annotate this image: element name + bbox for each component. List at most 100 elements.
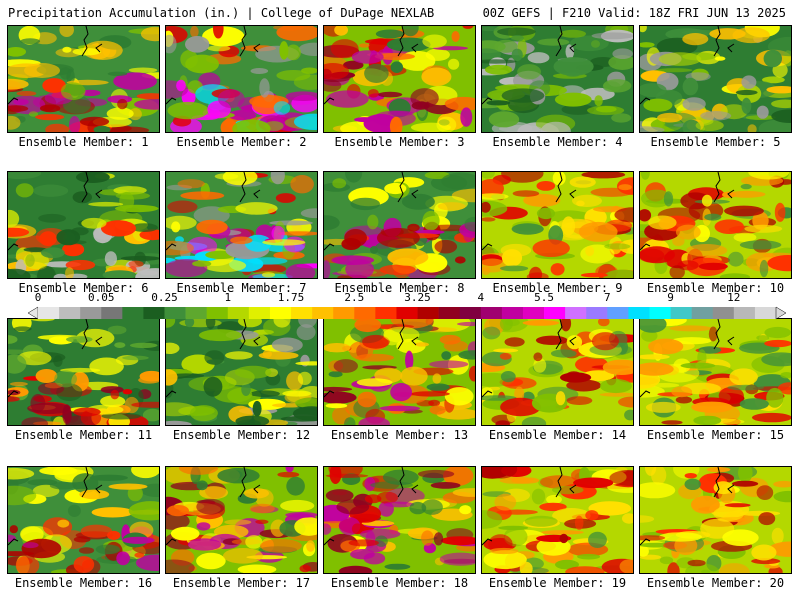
ensemble-member-map bbox=[639, 466, 792, 574]
ensemble-member-map bbox=[639, 25, 792, 133]
ensemble-member-map bbox=[639, 171, 792, 279]
colorbar-swatch bbox=[691, 307, 714, 319]
coastline bbox=[397, 319, 419, 350]
colorbar-swatch bbox=[312, 307, 334, 319]
colorbar-swatch bbox=[143, 307, 165, 319]
ensemble-member-label: Ensemble Member: 16 bbox=[14, 576, 153, 590]
colorbar-swatch bbox=[733, 307, 756, 319]
coastline bbox=[555, 26, 577, 57]
coastline bbox=[482, 538, 493, 546]
coastline bbox=[397, 467, 419, 498]
colorbar-swatch bbox=[164, 307, 186, 319]
precip-field bbox=[640, 26, 791, 132]
precip-field bbox=[8, 467, 159, 573]
precip-field bbox=[640, 467, 791, 573]
colorbar-swatch bbox=[522, 307, 545, 319]
ensemble-member-label: Ensemble Member: 3 bbox=[334, 135, 465, 149]
ensemble-member-map bbox=[7, 25, 160, 133]
colorbar-swatch bbox=[185, 307, 207, 319]
coastline bbox=[640, 97, 651, 105]
coastline bbox=[555, 467, 577, 498]
precip-field bbox=[482, 319, 633, 425]
colorbar-swatch bbox=[291, 307, 313, 319]
coastline bbox=[166, 390, 177, 398]
coastline bbox=[166, 538, 177, 546]
run-info: 00Z GEFS | F210 Valid: 18Z FRI JUN 13 20… bbox=[482, 6, 786, 20]
precip-field bbox=[166, 172, 317, 278]
coastline bbox=[482, 390, 493, 398]
colorbar-tick-label: 0 bbox=[34, 291, 42, 304]
colorbar-swatch bbox=[227, 307, 250, 319]
precip-field bbox=[482, 26, 633, 132]
precip-field bbox=[482, 467, 633, 573]
colorbar-swatch bbox=[354, 307, 376, 319]
ensemble-member-map bbox=[323, 171, 476, 279]
precip-field bbox=[324, 319, 475, 425]
ensemble-member-label: Ensemble Member: 9 bbox=[492, 281, 623, 295]
coastline bbox=[555, 172, 577, 203]
colorbar-swatches bbox=[27, 306, 787, 320]
coastline bbox=[397, 26, 419, 57]
colorbar-swatch bbox=[649, 307, 671, 319]
ensemble-member-map bbox=[323, 25, 476, 133]
coastline bbox=[640, 390, 651, 398]
colorbar-swatch bbox=[438, 307, 461, 319]
ensemble-member-label: Ensemble Member: 1 bbox=[18, 135, 149, 149]
ensemble-member-label: Ensemble Member: 17 bbox=[172, 576, 311, 590]
colorbar-swatch bbox=[670, 307, 692, 319]
ensemble-member-label: Ensemble Member: 10 bbox=[646, 281, 785, 295]
colorbar-tick-label: 4 bbox=[477, 291, 485, 304]
coastline bbox=[239, 26, 261, 57]
precip-field bbox=[8, 172, 159, 278]
ensemble-member-label: Ensemble Member: 6 bbox=[18, 281, 149, 295]
precip-field bbox=[324, 26, 475, 132]
precip-field bbox=[640, 319, 791, 425]
colorbar-swatch bbox=[375, 307, 397, 319]
colorbar-swatch bbox=[248, 307, 271, 319]
colorbar-tick-label: 7 bbox=[603, 291, 611, 304]
colorbar-tick-label: 3.25 bbox=[404, 291, 431, 304]
coastline bbox=[397, 172, 419, 203]
ensemble-member-label: Ensemble Member: 12 bbox=[172, 428, 311, 442]
colorbar-tick-label: 5.5 bbox=[534, 291, 555, 304]
colorbar-tick-label: 9 bbox=[667, 291, 674, 304]
coastline bbox=[640, 538, 651, 546]
colorbar-swatch bbox=[586, 307, 608, 319]
precip-field bbox=[324, 467, 475, 573]
precip-field bbox=[324, 172, 475, 278]
colorbar-tick-label: 0.05 bbox=[88, 291, 115, 304]
coastline bbox=[482, 97, 493, 105]
coastline bbox=[239, 467, 261, 498]
ensemble-member-map bbox=[7, 171, 160, 279]
precip-field bbox=[482, 172, 633, 278]
colorbar-ticks: 0 0.05 0.25 1 1.75 2.5 3.25 4 5.5 7 9 12 bbox=[28, 291, 786, 305]
colorbar-swatch bbox=[565, 307, 587, 319]
colorbar-tick-label: 0.25 bbox=[151, 291, 178, 304]
ensemble-member-map bbox=[7, 466, 160, 574]
precip-field bbox=[640, 172, 791, 278]
ensemble-member-label: Ensemble Member: 13 bbox=[330, 428, 469, 442]
ensemble-member-map bbox=[165, 466, 318, 574]
ensemble-member-label: Ensemble Member: 2 bbox=[176, 135, 307, 149]
colorbar-min-arrow bbox=[27, 306, 39, 320]
coastline bbox=[166, 97, 177, 105]
ensemble-member-label: Ensemble Member: 8 bbox=[334, 281, 465, 295]
colorbar-swatch bbox=[501, 307, 524, 319]
coastline bbox=[713, 467, 735, 498]
coastline bbox=[324, 538, 335, 546]
precip-field bbox=[8, 319, 159, 425]
ensemble-member-label: Ensemble Member: 4 bbox=[492, 135, 623, 149]
ensemble-member-label: Ensemble Member: 20 bbox=[646, 576, 785, 590]
coastline bbox=[482, 243, 493, 251]
colorbar-swatch bbox=[544, 307, 566, 319]
coastline bbox=[8, 538, 19, 546]
colorbar-tick-label: 2.5 bbox=[344, 291, 365, 304]
colorbar-swatch bbox=[396, 307, 418, 319]
coastline bbox=[713, 172, 735, 203]
colorbar-swatch bbox=[59, 307, 81, 319]
ensemble-member-map bbox=[323, 318, 476, 426]
coastline bbox=[8, 243, 19, 251]
precip-field bbox=[166, 319, 317, 425]
ensemble-member-map bbox=[165, 171, 318, 279]
colorbar-max-arrow bbox=[775, 306, 787, 320]
